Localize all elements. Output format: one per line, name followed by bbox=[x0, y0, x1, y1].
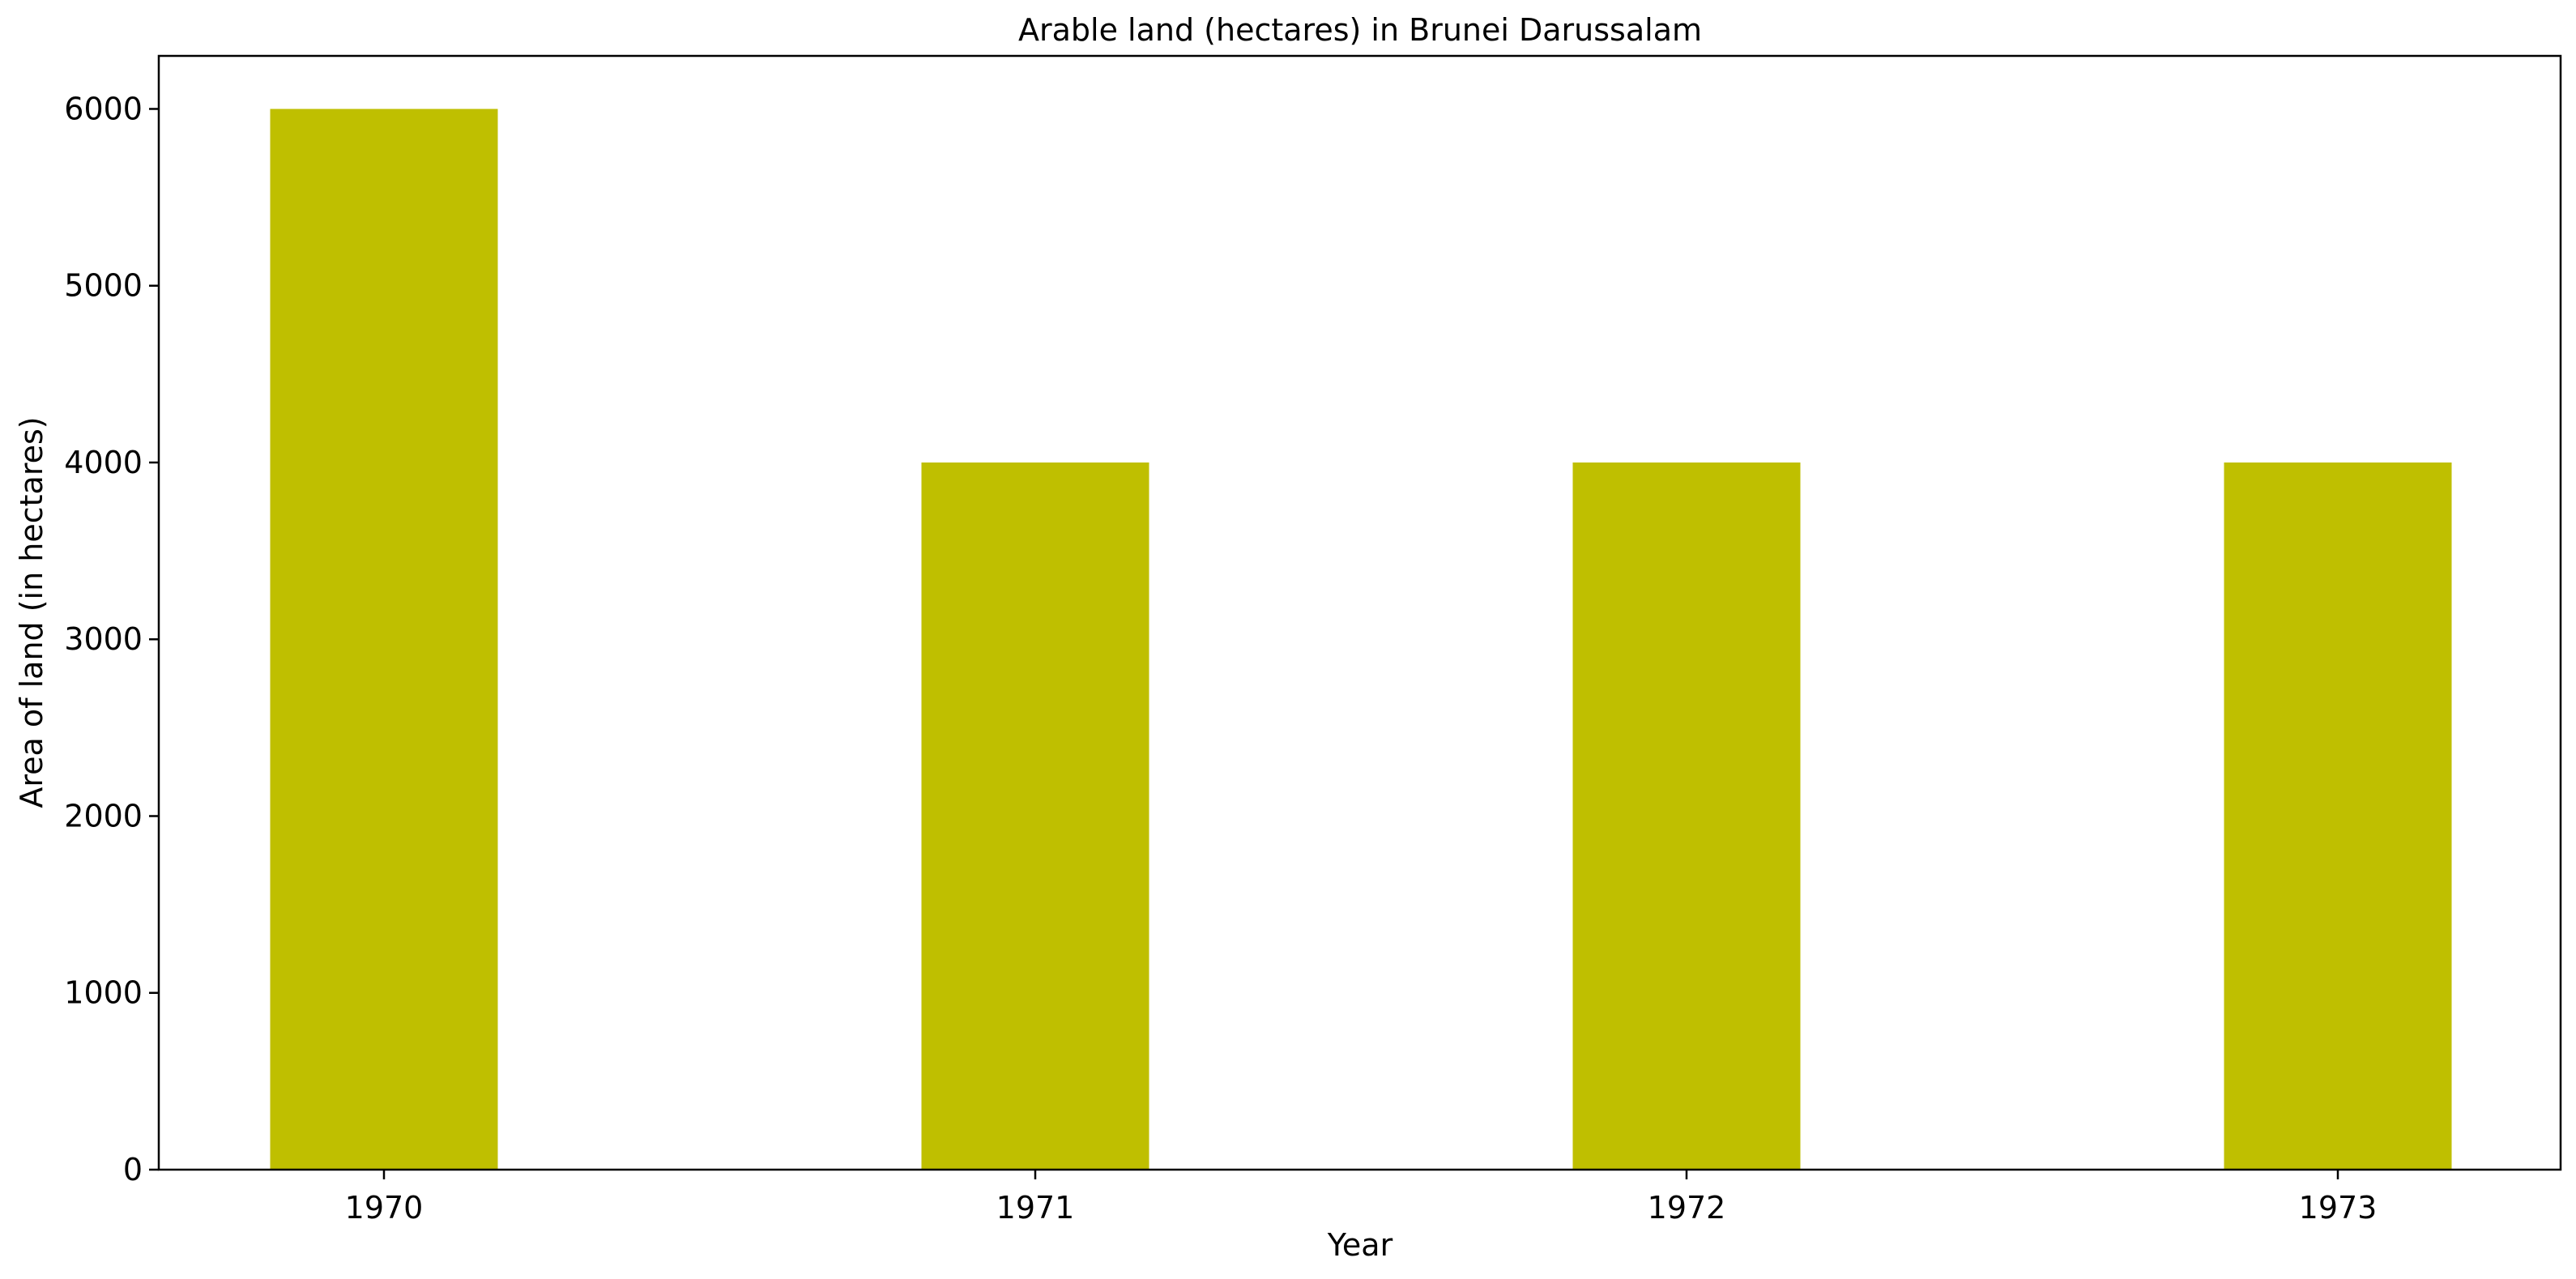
bar-1970 bbox=[270, 109, 498, 1170]
y-tick-label: 5000 bbox=[64, 268, 143, 304]
bar-1972 bbox=[1572, 462, 1801, 1170]
chart-title: Arable land (hectares) in Brunei Darussa… bbox=[1018, 12, 1702, 48]
bar-1973 bbox=[2224, 462, 2452, 1170]
x-tick-label: 1973 bbox=[2299, 1190, 2378, 1226]
y-tick-label: 4000 bbox=[64, 445, 143, 480]
x-axis-ticks: 1970 1971 1972 1973 bbox=[345, 1170, 2378, 1226]
bar-1971 bbox=[921, 462, 1149, 1170]
y-tick-label: 2000 bbox=[64, 798, 143, 833]
x-axis-label: Year bbox=[1327, 1227, 1393, 1263]
y-axis-label: Area of land (in hectares) bbox=[14, 416, 49, 808]
y-tick-label: 6000 bbox=[64, 91, 143, 126]
x-tick-label: 1972 bbox=[1648, 1190, 1726, 1226]
y-tick-label: 3000 bbox=[64, 621, 143, 657]
y-tick-label: 1000 bbox=[64, 975, 143, 1011]
x-tick-label: 1970 bbox=[345, 1190, 424, 1226]
bars bbox=[270, 109, 2452, 1170]
y-tick-label: 0 bbox=[123, 1152, 143, 1187]
x-tick-label: 1971 bbox=[996, 1190, 1075, 1226]
plot-frame bbox=[157, 54, 2562, 1171]
y-axis-ticks: 0 1000 2000 3000 4000 5000 6000 bbox=[64, 91, 159, 1187]
